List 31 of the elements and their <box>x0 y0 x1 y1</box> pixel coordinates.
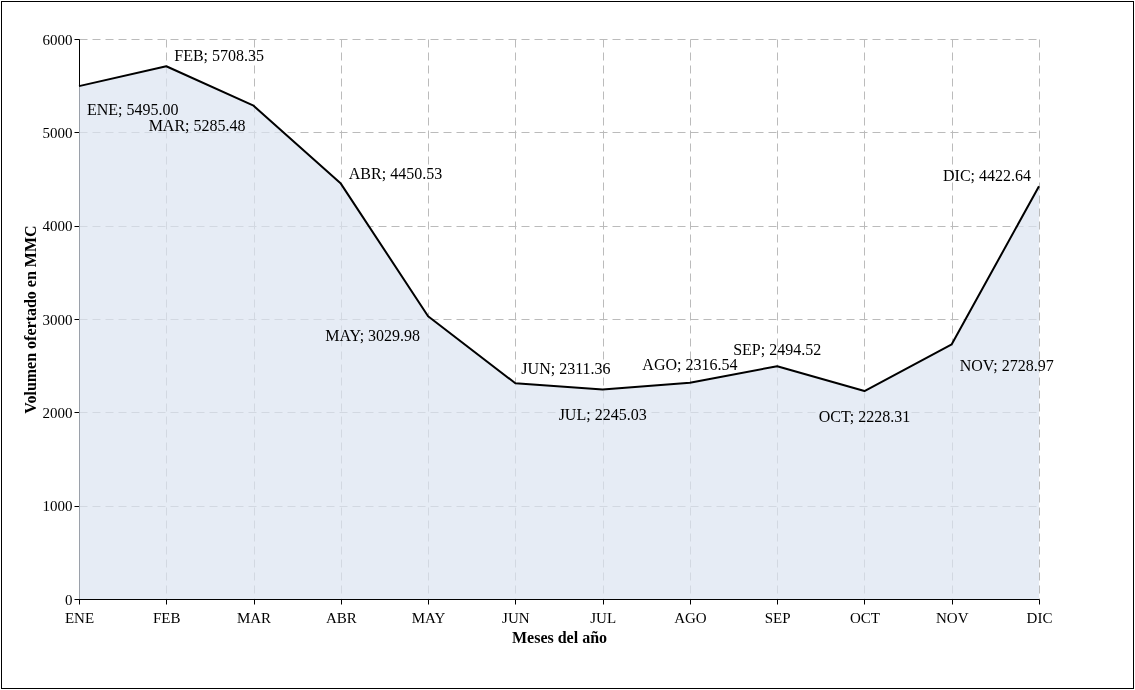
x-tick-label: FEB <box>153 609 181 626</box>
x-tick-label: NOV <box>935 609 969 626</box>
x-tick-label: JUL <box>590 609 617 626</box>
x-tick-label: OCT <box>849 609 880 626</box>
y-axis-title: Volumen ofertado en MMC <box>21 225 39 414</box>
x-tick-label: MAR <box>236 609 272 626</box>
x-tick-label: ENE <box>64 609 95 626</box>
data-label: DIC; 4422.64 <box>943 167 1031 185</box>
y-tick-label: 3000 <box>42 311 73 328</box>
data-label: JUL; 2245.03 <box>558 406 647 424</box>
x-tick-label: DIC <box>1026 609 1053 626</box>
data-label: MAR; 5285.48 <box>148 116 246 134</box>
data-label: NOV; 2728.97 <box>959 357 1054 375</box>
x-tick-label: AGO <box>674 609 707 626</box>
x-axis-title: Meses del año <box>511 628 608 646</box>
y-tick-label: 6000 <box>42 31 73 48</box>
y-tick-label: 0 <box>65 591 73 608</box>
data-label: ENE; 5495.00 <box>87 101 179 119</box>
x-tick-label: ABR <box>325 609 357 626</box>
data-label: MAY; 3029.98 <box>325 327 421 345</box>
y-tick-label: 1000 <box>42 498 73 515</box>
x-tick-label: SEP <box>764 609 791 626</box>
x-tick-label: JUN <box>502 609 530 626</box>
data-label: JUN; 2311.36 <box>521 360 611 378</box>
y-tick-label: 2000 <box>42 404 73 421</box>
y-tick-label: 4000 <box>42 218 73 235</box>
data-label: OCT; 2228.31 <box>818 408 911 426</box>
x-tick-label: MAY <box>411 609 446 626</box>
y-tick-label: 5000 <box>42 124 73 141</box>
data-label: FEB; 5708.35 <box>174 47 265 65</box>
data-label: ABR; 4450.53 <box>348 164 443 182</box>
